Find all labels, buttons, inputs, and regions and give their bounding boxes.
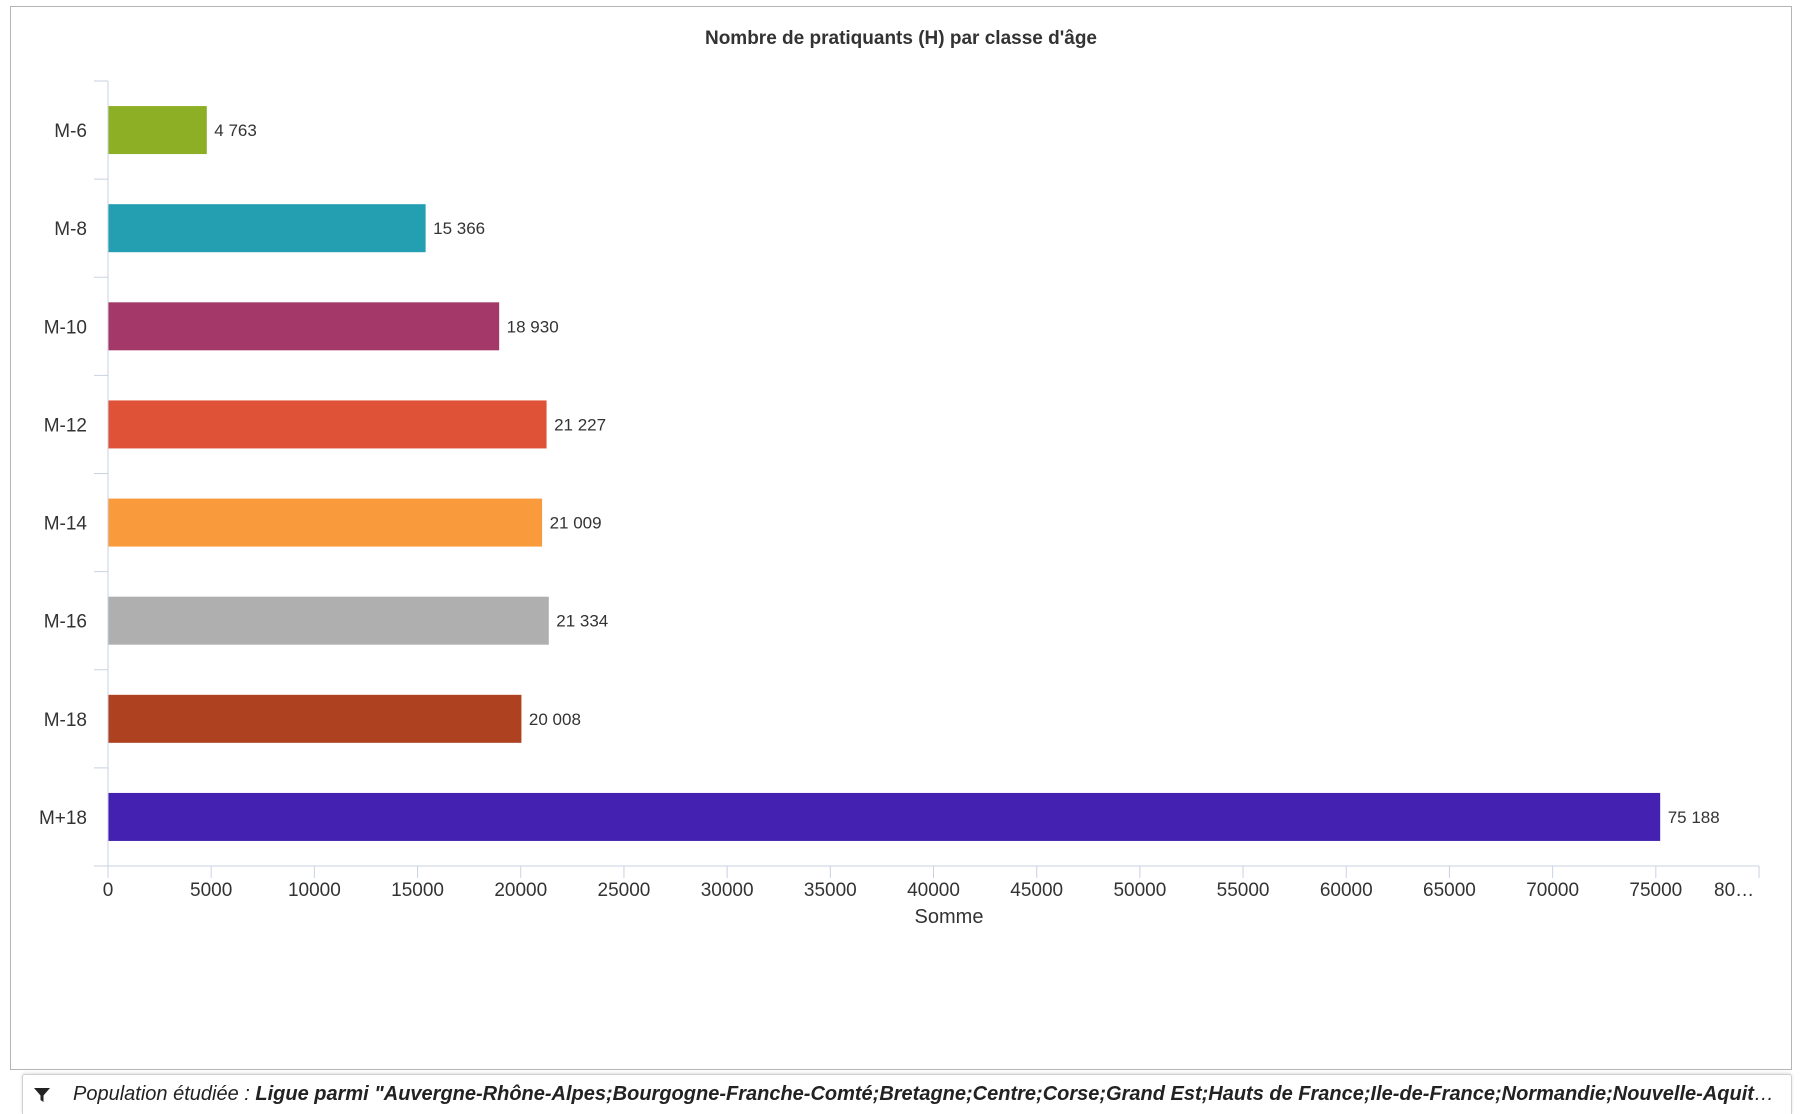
data-label: 21 009 xyxy=(550,514,602,533)
x-tick-label: 60000 xyxy=(1320,880,1373,901)
filter-funnel-icon xyxy=(34,1087,50,1102)
filter-description: Population étudiée : Ligue parmi "Auverg… xyxy=(73,1083,1783,1106)
bar xyxy=(108,694,522,743)
y-tick-label: M-10 xyxy=(44,317,87,338)
x-tick-label: 40000 xyxy=(907,880,960,901)
x-tick-label: 35000 xyxy=(804,880,857,901)
bar xyxy=(108,400,547,449)
x-tick-label: 80… xyxy=(1714,880,1754,901)
x-tick-label: 20000 xyxy=(494,880,547,901)
x-tick-label: 75000 xyxy=(1629,880,1682,901)
data-label: 21 227 xyxy=(554,415,606,434)
y-tick-label: M+18 xyxy=(39,808,87,829)
bar xyxy=(108,498,543,547)
data-label: 20 008 xyxy=(529,710,581,729)
bar xyxy=(108,106,207,155)
filter-label: Population étudiée : xyxy=(73,1083,256,1105)
y-tick-label: M-14 xyxy=(44,514,88,535)
data-label: 15 366 xyxy=(433,219,485,238)
bar xyxy=(108,302,500,351)
data-label: 75 188 xyxy=(1668,808,1720,827)
y-tick-label: M-16 xyxy=(44,612,87,633)
filter-bar[interactable]: Population étudiée : Ligue parmi "Auverg… xyxy=(22,1074,1792,1114)
x-tick-label: 45000 xyxy=(1010,880,1063,901)
data-label: 21 334 xyxy=(556,612,608,631)
x-tick-label: 10000 xyxy=(288,880,341,901)
x-tick-label: 65000 xyxy=(1423,880,1476,901)
bar xyxy=(108,204,426,253)
y-tick-label: M-6 xyxy=(54,121,87,142)
bar xyxy=(108,596,549,645)
data-label: 4 763 xyxy=(214,121,257,140)
bar-chart: Nombre de pratiquants (H) par classe d'â… xyxy=(39,28,1760,928)
x-tick-label: 15000 xyxy=(391,880,444,901)
chart-container: Nombre de pratiquants (H) par classe d'â… xyxy=(10,6,1792,1070)
x-tick-label: 0 xyxy=(103,880,114,901)
y-tick-label: M-12 xyxy=(44,415,87,436)
y-tick-label: M-8 xyxy=(54,219,87,240)
x-tick-label: 5000 xyxy=(190,880,232,901)
bar xyxy=(108,792,1661,841)
y-tick-label: M-18 xyxy=(44,710,87,731)
x-tick-label: 70000 xyxy=(1526,880,1579,901)
x-tick-label: 50000 xyxy=(1113,880,1166,901)
filter-value: Ligue parmi "Auvergne-Rhône-Alpes;Bourgo… xyxy=(255,1083,1783,1105)
x-tick-label: 30000 xyxy=(701,880,754,901)
x-tick-label: 55000 xyxy=(1217,880,1270,901)
chart-title: Nombre de pratiquants (H) par classe d'â… xyxy=(705,28,1097,49)
x-axis-title: Somme xyxy=(915,906,984,928)
x-tick-label: 25000 xyxy=(598,880,651,901)
data-label: 18 930 xyxy=(507,317,559,336)
